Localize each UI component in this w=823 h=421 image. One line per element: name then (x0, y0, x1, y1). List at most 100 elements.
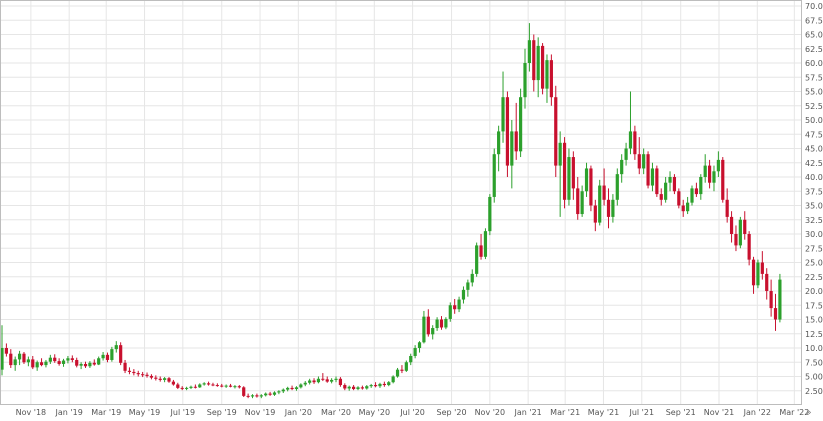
candle (615, 168, 619, 206)
y-tick-label: 17.50 (805, 301, 823, 310)
candle (92, 359, 96, 366)
candle-body (136, 373, 140, 375)
candle-body (413, 348, 417, 356)
candle-body (312, 380, 316, 383)
candle (686, 196, 690, 215)
candle (321, 373, 325, 382)
candle-body (132, 371, 136, 374)
candle (514, 102, 518, 160)
candle-body (409, 355, 413, 363)
candle (202, 382, 206, 386)
candle (545, 54, 549, 103)
candle-body (250, 395, 255, 397)
candle-body (338, 378, 343, 386)
candle (198, 383, 202, 388)
candle-body (202, 383, 206, 385)
candle (167, 377, 171, 383)
candle-body (294, 387, 299, 390)
candle-body (53, 357, 57, 362)
candle-body (765, 273, 769, 291)
candle-body (567, 157, 571, 200)
candle-body (316, 378, 321, 383)
candle-body (110, 349, 114, 360)
x-tick-label: Jan '22 (743, 408, 771, 417)
candle-body (387, 382, 391, 386)
candle-body (576, 188, 580, 215)
candle-body (439, 319, 444, 328)
x-tick-label: Sep '20 (437, 408, 467, 417)
candle-body (4, 348, 8, 354)
candle-body (540, 45, 545, 89)
candle-body (356, 387, 360, 390)
candle (171, 379, 176, 386)
candle-body (677, 191, 681, 206)
candle (778, 273, 782, 323)
candle-body (127, 370, 132, 372)
candle-body (272, 392, 277, 395)
candle-body (510, 131, 514, 166)
candle-body (83, 363, 88, 367)
candle-body (97, 358, 101, 365)
candle-body (277, 391, 281, 393)
candle-body (545, 60, 549, 89)
candle-body (549, 60, 553, 98)
candle (369, 383, 373, 388)
candle (193, 384, 197, 389)
candle (220, 383, 224, 388)
candle-body (659, 194, 663, 200)
candle (519, 88, 523, 158)
candle (554, 85, 558, 177)
plot-frame (0, 0, 802, 405)
y-tick-label: 22.50 (805, 273, 823, 282)
candle-body (532, 40, 536, 81)
candle (562, 137, 567, 209)
candle (655, 165, 659, 197)
candle (242, 386, 246, 398)
candle-body (246, 395, 250, 397)
x-tick-label: Jan '19 (55, 408, 83, 417)
candle-body (778, 279, 782, 320)
candle-body (343, 385, 347, 389)
candle-body (105, 354, 110, 360)
x-tick-label: Jan '21 (514, 408, 542, 417)
candle-body (79, 363, 83, 366)
candle-body (479, 245, 483, 257)
candle-body (228, 385, 233, 387)
candle-body (747, 234, 751, 260)
candle-body (92, 362, 96, 365)
candle-body (259, 395, 263, 397)
candle (75, 357, 79, 368)
candle (602, 168, 606, 206)
candle (22, 351, 26, 364)
candle (360, 385, 364, 390)
candle (501, 71, 505, 143)
candle (646, 151, 650, 189)
candle (681, 199, 685, 217)
y-tick-label: 65.00 (805, 31, 823, 40)
candle (620, 154, 624, 183)
scroll-right-icon[interactable]: » (806, 408, 812, 418)
candle-body (721, 159, 725, 200)
candle (773, 293, 778, 331)
candle (694, 182, 699, 197)
candle-body (589, 168, 593, 206)
candle (483, 228, 488, 260)
y-tick-label: 57.50 (805, 73, 823, 82)
candle-body (347, 386, 351, 389)
candle-body (417, 342, 422, 348)
candle-body (365, 386, 369, 389)
candle (44, 359, 48, 368)
candle-body (184, 387, 189, 389)
candle-body (716, 159, 720, 172)
candle-body (628, 131, 633, 149)
y-tick-label: 25.00 (805, 259, 823, 268)
x-tick-label: Mar '21 (550, 408, 580, 417)
horizontal-gridlines (0, 5, 802, 392)
y-tick-label: 15.00 (805, 316, 823, 325)
candle-body (321, 378, 325, 380)
candle (606, 188, 611, 229)
candle-body (378, 383, 382, 387)
candle-body (492, 154, 496, 197)
candle (31, 355, 35, 370)
x-tick-label: Nov '19 (245, 408, 276, 417)
